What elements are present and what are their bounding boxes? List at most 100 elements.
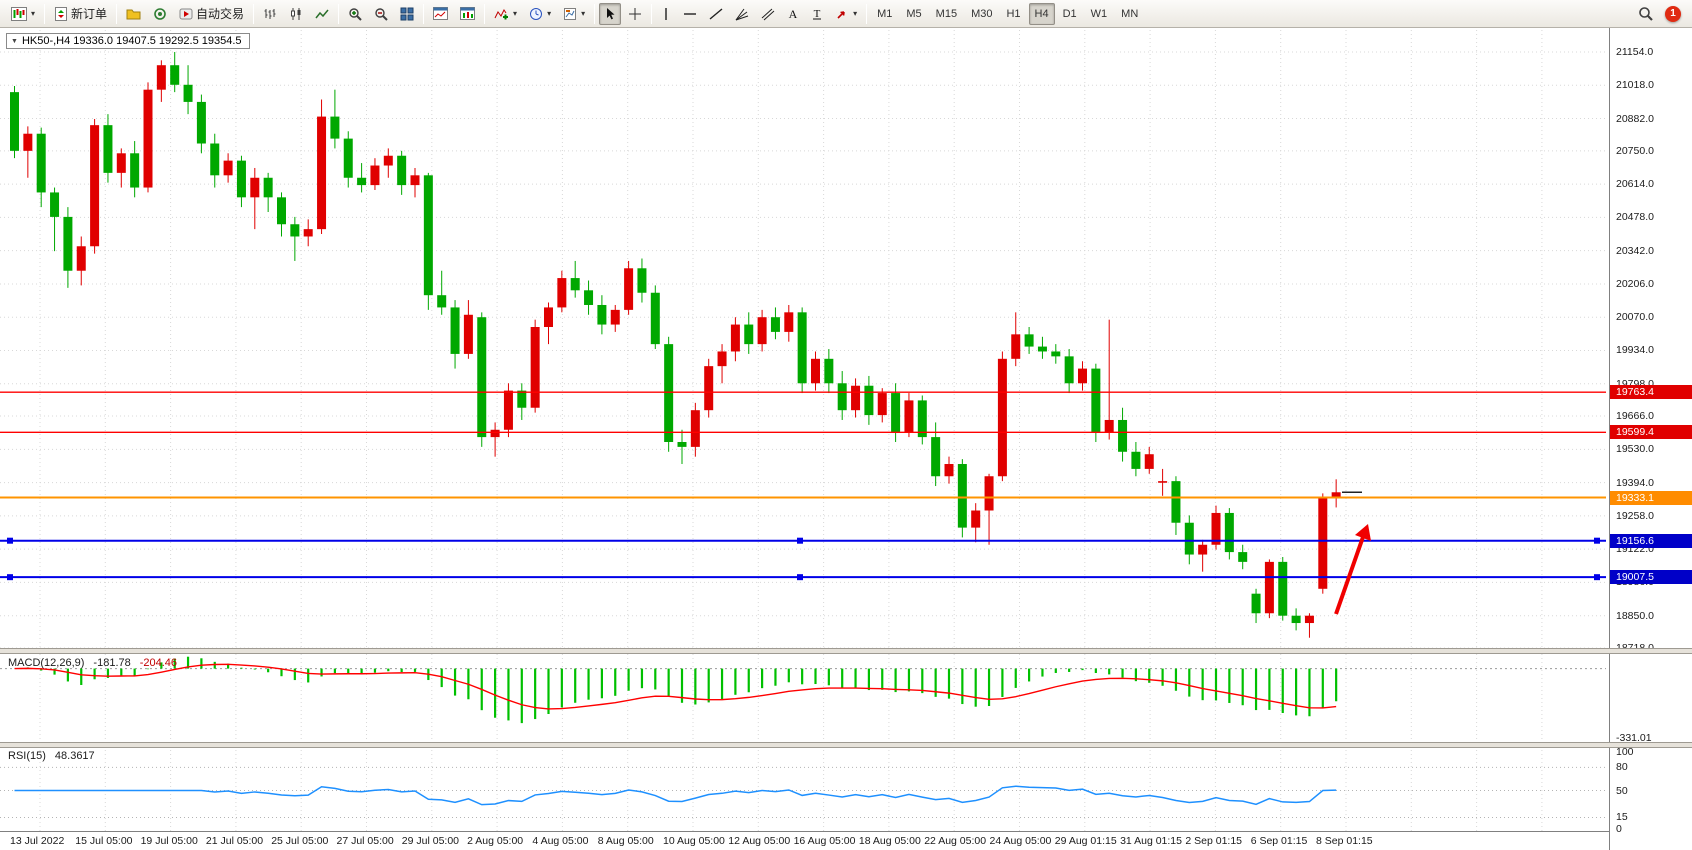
line-chart-mode-button[interactable] [310,3,334,25]
toolbar-separator [116,3,118,24]
win1-icon [433,7,449,20]
tf-h1-button[interactable]: H1 [1000,3,1026,25]
rsi-scale-label: 80 [1616,761,1628,774]
candle-body [143,89,153,188]
search-button[interactable] [1633,3,1658,25]
candle-body [196,101,206,144]
candle-body [303,229,313,237]
tf-m5-label: M5 [906,7,922,20]
candle-body [544,307,553,328]
label-tool-button[interactable]: T [806,3,828,25]
candle-body [1078,368,1087,384]
dropdown-arrow-icon[interactable]: ▾ [853,9,858,18]
arrows-tool-button[interactable]: ▾ [830,3,862,25]
main-toolbar: ▾ 新订单 自动交易 ▾ ▾ ▾ A T ▾ M1 M5 M15 M30 H1 H4 D1 W1 MN 1 [0,0,1692,28]
market-watch-button[interactable] [148,3,172,25]
arrange-windows-button[interactable] [428,3,453,25]
candle-body [10,92,19,151]
auto-trading-button[interactable]: 自动交易 [174,3,249,25]
trend-arrow-head[interactable] [1355,524,1371,541]
pane-splitter-macd[interactable] [0,648,1692,654]
candle-body [557,278,567,308]
candle-body [170,65,180,85]
tf-d1-button[interactable]: D1 [1057,3,1083,25]
notification-count-badge[interactable]: 1 [1665,5,1681,22]
candle-body [183,84,193,102]
tf-m1-button[interactable]: M1 [871,3,898,25]
dropdown-arrow-icon[interactable]: ▾ [547,9,552,18]
tf-w1-button[interactable]: W1 [1085,3,1114,25]
tile-windows-button[interactable] [395,3,419,25]
horizontal-line-tool-button[interactable] [678,3,702,25]
price-line-badge[interactable]: 19333.1 [1610,490,1692,505]
dropdown-arrow-icon[interactable]: ▾ [513,9,518,18]
price-line-handle[interactable] [1594,537,1600,544]
symbol-ohlc-text: HK50-,H4 19336.0 19407.5 19292.5 19354.5 [21,35,242,47]
rsi-label: RSI(15) 48.3617 [8,750,95,762]
price-line-badge[interactable]: 19156.6 [1610,533,1692,548]
tf-m15-button[interactable]: M15 [930,3,963,25]
channel-tool-button[interactable] [756,3,780,25]
candle-body [811,358,820,384]
price-axis[interactable]: 21154.0 21018.0 20882.0 20750.0 20614.0 20478… [1609,28,1692,850]
tf-m5-button[interactable]: M5 [900,3,927,25]
vertical-line-tool-button[interactable] [656,3,676,25]
zoom-in-button[interactable] [343,3,367,25]
candle-body [1331,492,1341,497]
trendline-tool-button[interactable] [704,3,728,25]
time-axis-label: 2 Sep 01:15 [1185,835,1243,847]
fibo-icon [735,7,749,21]
candle-chart-mode-button[interactable] [284,3,308,25]
tf-m30-label: M30 [971,7,993,20]
tf-h4-button[interactable]: H4 [1028,2,1055,25]
price-line-handle[interactable] [797,537,803,544]
price-line-handle[interactable] [7,574,13,581]
zoom-out-button[interactable] [369,3,393,25]
indicators-button[interactable]: ▾ [489,3,522,25]
tline-icon [709,7,723,21]
candle-body [156,65,166,90]
candle-body [397,155,407,186]
text-tool-button[interactable]: A [782,3,804,25]
pane-splitter-rsi[interactable] [0,742,1692,748]
time-axis-label: 13 Jul 2022 [10,835,65,847]
candle-body [330,116,340,139]
price-line-badge[interactable]: 19007.5 [1610,570,1692,585]
profiles-button[interactable] [121,3,146,25]
price-line-handle[interactable] [7,537,13,544]
price-axis-label: 19530.0 [1616,443,1654,456]
dropdown-arrow-icon[interactable]: ▾ [31,9,36,18]
price-line-handle[interactable] [797,574,803,581]
b-candles-icon [289,7,303,21]
price-line-handle[interactable] [1594,574,1600,581]
periods-button[interactable]: ▾ [524,3,556,25]
toolbar-separator [338,3,340,24]
cursor-button[interactable] [599,2,622,25]
time-axis[interactable]: 13 Jul 2022 15 Jul 05:00 19 Jul 05:00 21 Ju… [0,831,1609,850]
fibonacci-tool-button[interactable] [730,3,754,25]
candle-body [1118,419,1128,452]
dropdown-arrow-icon[interactable]: ▾ [581,9,586,18]
templates-button[interactable]: ▾ [558,3,590,25]
trend-arrow-line[interactable] [1334,536,1365,615]
price-line-badge[interactable]: 19763.4 [1610,385,1692,400]
win2-icon [460,7,476,20]
new-chart-button[interactable]: ▾ [6,3,40,25]
cascade-windows-button[interactable] [455,3,480,25]
candle-body [1184,522,1194,555]
chevron-down-icon[interactable]: ▼ [11,37,18,45]
cursor-icon [604,7,616,21]
chart-new-icon [11,6,27,21]
toolbar-separator [866,3,868,24]
bar-chart-mode-button[interactable] [258,3,282,25]
price-axis-label: 19666.0 [1616,410,1654,423]
zoom-out-icon [374,7,388,21]
tf-m30-button[interactable]: M30 [965,3,998,25]
new-order-button[interactable]: 新订单 [49,3,112,25]
macd-main-value: -181.78 [93,657,131,669]
price-line-badge[interactable]: 19599.4 [1610,425,1692,440]
tf-mn-button[interactable]: MN [1115,3,1144,25]
crosshair-button[interactable] [623,3,647,25]
notifications-button[interactable]: 1 [1660,3,1686,25]
